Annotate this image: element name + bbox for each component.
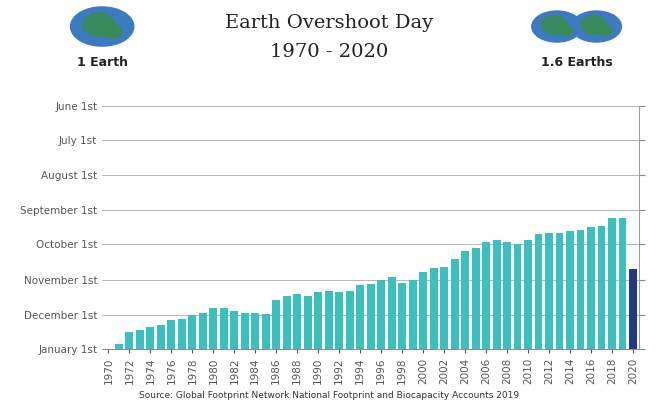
Bar [346,291,354,349]
Bar [430,268,438,349]
Bar [146,327,154,349]
Bar [136,330,144,349]
Bar [167,320,175,349]
Bar [314,292,322,349]
Bar [231,311,239,349]
Bar [293,295,301,349]
Bar [157,325,165,349]
Bar [482,242,490,349]
Bar [619,218,627,349]
Bar [210,308,217,349]
Bar [304,295,312,349]
Bar [440,267,448,349]
Bar [409,279,416,349]
Bar [513,244,521,349]
Bar [451,259,459,349]
Text: 1 Earth: 1 Earth [76,56,128,69]
Bar [387,277,395,349]
Bar [566,231,574,349]
Bar [251,313,259,349]
Bar [357,285,364,349]
Bar [608,218,616,349]
Bar [587,227,595,349]
Bar [629,269,637,349]
Text: 1.6 Earths: 1.6 Earths [541,56,612,69]
Bar [220,308,228,349]
Bar [598,226,606,349]
Bar [367,284,374,349]
Bar [545,233,553,349]
Text: Source: Global Footprint Network National Footprint and Biocapacity Accounts 201: Source: Global Footprint Network Nationa… [140,391,519,400]
Bar [125,332,133,349]
Bar [493,240,500,349]
Bar [325,291,333,349]
Bar [178,319,186,349]
Bar [503,242,511,349]
Bar [524,240,532,349]
Bar [377,279,385,349]
Bar [188,315,196,349]
Text: Earth Overshoot Day: Earth Overshoot Day [225,14,434,32]
Bar [398,283,406,349]
Bar [262,314,270,349]
Bar [283,295,291,349]
Bar [472,248,480,349]
Bar [272,300,280,349]
Bar [419,272,427,349]
Bar [461,251,469,349]
Bar [335,292,343,349]
Bar [556,233,563,349]
Bar [115,344,123,349]
Bar [199,313,207,349]
Bar [577,230,585,349]
Bar [241,313,248,349]
Text: 1970 - 2020: 1970 - 2020 [270,43,389,61]
Bar [534,234,542,349]
